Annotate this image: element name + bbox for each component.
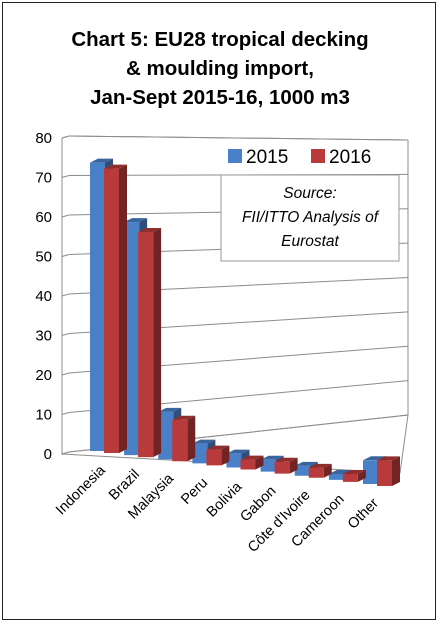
- x-tick-label: Indonesia: [53, 462, 109, 518]
- bar: [226, 453, 242, 468]
- bar-top: [124, 218, 148, 223]
- legend-swatch-2016: [311, 149, 325, 163]
- y-tick-label: 30: [35, 328, 52, 345]
- y-axis-ticks: 0 10 20 30 40 50 60 70 80: [35, 130, 52, 463]
- bar-top: [90, 158, 113, 163]
- bar: [308, 467, 324, 478]
- bar: [158, 411, 174, 460]
- gridline-cap: [61, 254, 70, 257]
- bar: [192, 443, 208, 464]
- gridline-cap: [61, 333, 70, 336]
- y-tick-label: 80: [35, 130, 52, 147]
- bar-side: [357, 469, 366, 482]
- bar: [260, 459, 276, 472]
- x-tick-label: Other: [345, 495, 382, 532]
- bar: [377, 460, 392, 486]
- y-tick-label: 70: [35, 170, 52, 187]
- y-tick-label: 50: [35, 249, 52, 266]
- source-box-border: [220, 174, 400, 262]
- y-tick-label: 20: [35, 367, 52, 384]
- chart-frame: Chart 5: EU28 tropical decking & mouldin…: [2, 2, 436, 620]
- chart-title: Chart 5: EU28 tropical decking & mouldin…: [3, 25, 437, 112]
- bar-side: [323, 463, 332, 478]
- x-tick-label: Peru: [178, 475, 211, 508]
- bar-top: [104, 164, 127, 169]
- bar-top: [294, 461, 318, 466]
- legend-label-2016: 2016: [329, 147, 371, 168]
- bar-top: [260, 455, 284, 460]
- source-line-1: Source:: [283, 185, 336, 202]
- bar: [363, 460, 378, 484]
- source-box: Source: FII/ITTO Analysis of Eurostat: [220, 174, 400, 262]
- bar: [342, 473, 358, 482]
- bar-side: [289, 457, 298, 474]
- y-tick-label: 60: [35, 209, 52, 226]
- bar-side: [221, 445, 230, 466]
- gridline-cap: [61, 412, 70, 415]
- legend-swatch-2015: [228, 149, 242, 163]
- bar-top: [328, 469, 352, 474]
- gridline: [68, 135, 409, 141]
- bar: [124, 222, 140, 456]
- title-line-2: & moulding import,: [126, 57, 314, 80]
- bar-top: [240, 455, 264, 460]
- y-tick-label: 40: [35, 288, 52, 305]
- bar: [294, 465, 310, 476]
- bar-side: [153, 227, 162, 458]
- y-tick-label: 10: [35, 407, 52, 424]
- source-line-2: FII/ITTO Analysis of: [242, 209, 380, 226]
- bar: [90, 162, 105, 451]
- bar-top: [172, 415, 196, 420]
- title-line-1: Chart 5: EU28 tropical decking: [71, 28, 369, 51]
- bar-top: [138, 227, 162, 232]
- chart-bars: [90, 158, 400, 486]
- bar-side: [119, 164, 127, 453]
- legend-label-2015: 2015: [246, 147, 288, 168]
- bar: [138, 231, 154, 458]
- bar-side: [187, 415, 196, 462]
- gridline-cap: [61, 451, 70, 455]
- bar-side: [255, 455, 264, 470]
- bar-top: [226, 449, 250, 454]
- bar: [240, 459, 256, 470]
- gridline-cap: [61, 135, 70, 139]
- bar: [104, 168, 119, 453]
- gridline-cap: [61, 293, 70, 297]
- gridline-cap: [61, 214, 70, 218]
- gridline-cap: [61, 175, 70, 178]
- bar: [274, 461, 290, 474]
- bar-top: [206, 445, 230, 450]
- bar-side: [392, 456, 400, 486]
- bar: [172, 419, 188, 462]
- bar-top: [363, 456, 386, 461]
- bar-top: [274, 457, 298, 462]
- y-tick-label: 0: [44, 446, 52, 463]
- bar-top: [377, 456, 400, 461]
- gridline-cap: [61, 372, 70, 376]
- bar-top: [342, 469, 366, 474]
- bar-top: [308, 463, 332, 468]
- title-line-3: Jan-Sept 2015-16, 1000 m3: [90, 86, 350, 109]
- legend: 2015 2016: [228, 147, 371, 168]
- bar-top: [192, 439, 216, 444]
- bar: [206, 449, 222, 466]
- bar-top: [158, 407, 182, 412]
- source-line-3: Eurostat: [281, 233, 339, 250]
- bar: [328, 473, 344, 480]
